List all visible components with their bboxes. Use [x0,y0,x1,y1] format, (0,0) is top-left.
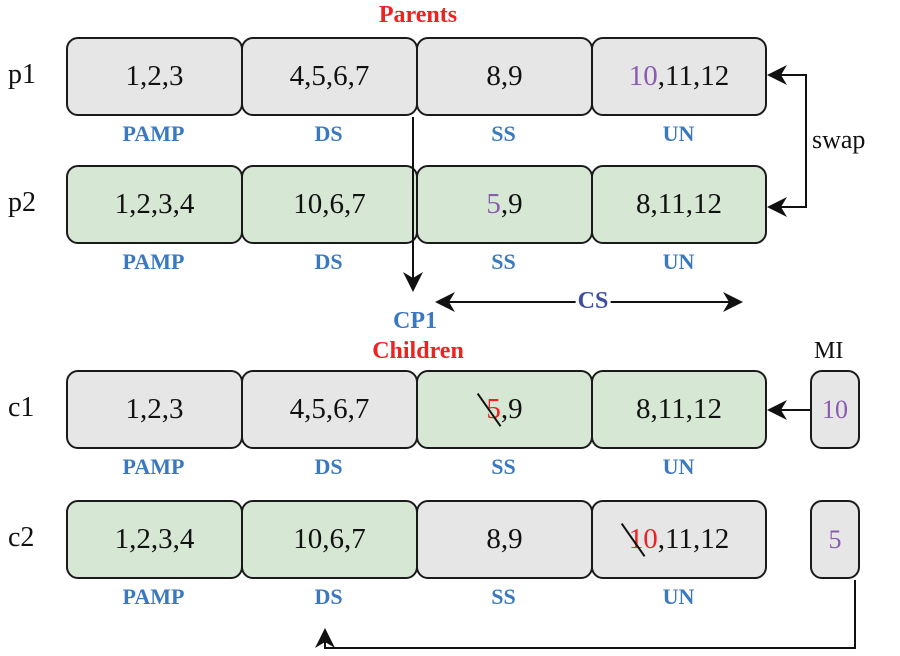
gene-text: 8,9 [486,523,523,555]
mi-box-c1: 10 [810,370,860,449]
c2-segment-ds: 10,6,7 [241,500,418,579]
gene-text: ,9 [500,393,523,425]
gene-text: 4,5,6,7 [289,393,370,425]
segment-label-ds: DS [314,121,343,146]
segment-label-un: UN [662,584,695,609]
segment-label-ds: DS [314,249,343,274]
gene-text: 5 [486,188,501,220]
segment-label-pamp: PAMP [122,454,185,479]
row-label-c1: c1 [8,392,35,423]
p1-segment-ss: 8,9 [416,37,593,116]
p2-segment-ds: 10,6,7 [241,165,418,244]
mi-c2-arrow [315,580,856,649]
gene-text: 1,2,3 [125,60,184,92]
segment-label-un: UN [662,121,695,146]
segment-label-pamp: PAMP [122,249,185,274]
mi-box-c2: 5 [810,500,860,579]
c2-segment-pamp: 1,2,3,4 [66,500,243,579]
mi-label: MI [814,338,844,364]
segment-label-pamp: PAMP [122,584,185,609]
c2-segment-ss: 8,9 [416,500,593,579]
gene-text: 4,5,6,7 [289,60,370,92]
gene-text: ,11,12 [657,60,730,92]
gene-text: 10,6,7 [293,523,366,555]
segment-label-un: UN [662,454,695,479]
segment-label-ss: SS [491,584,516,609]
segment-label-ds: DS [314,584,343,609]
c1-segment-ss: 5,9 [416,370,593,449]
segment-label-ss: SS [491,121,516,146]
gene-text: 8,11,12 [636,393,722,425]
p2-segment-pamp: 1,2,3,4 [66,165,243,244]
p1-segment-un: 10,11,12 [591,37,767,116]
swap-arrow-top [767,65,807,140]
gene-text: 1,2,3 [125,393,184,425]
cp1-label: CP1 [393,308,437,334]
p2-segment-ss: 5,9 [416,165,593,244]
c2-segment-un: 10,11,12 [591,500,767,579]
row-label-p1: p1 [8,59,36,90]
gene-text: 1,2,3,4 [114,523,195,555]
gene-text: ,11,12 [657,523,730,555]
struck-gene: 5 [486,393,501,425]
segment-label-pamp: PAMP [122,121,185,146]
segment-label-un: UN [662,249,695,274]
segment-label-ss: SS [491,249,516,274]
c1-segment-un: 8,11,12 [591,370,767,449]
children-title: Children [372,338,464,364]
p2-segment-un: 8,11,12 [591,165,767,244]
gene-text: 10 [628,60,658,92]
segment-label-ds: DS [314,454,343,479]
c1-segment-pamp: 1,2,3 [66,370,243,449]
p1-segment-pamp: 1,2,3 [66,37,243,116]
p1-segment-ds: 4,5,6,7 [241,37,418,116]
cs-label: CS [575,288,611,315]
struck-gene: 10 [628,523,658,555]
gene-text: 8,9 [486,60,523,92]
row-label-p2: p2 [8,187,36,218]
gene-text: ,9 [500,188,523,220]
row-label-c2: c2 [8,522,35,553]
segment-label-ss: SS [491,454,516,479]
gene-text: 1,2,3,4 [114,188,195,220]
swap-label: swap [812,125,866,154]
gene-text: 8,11,12 [636,188,722,220]
c1-segment-ds: 4,5,6,7 [241,370,418,449]
gene-text: 10,6,7 [293,188,366,220]
parents-title: Parents [378,2,458,28]
swap-arrow-bottom [767,140,807,217]
